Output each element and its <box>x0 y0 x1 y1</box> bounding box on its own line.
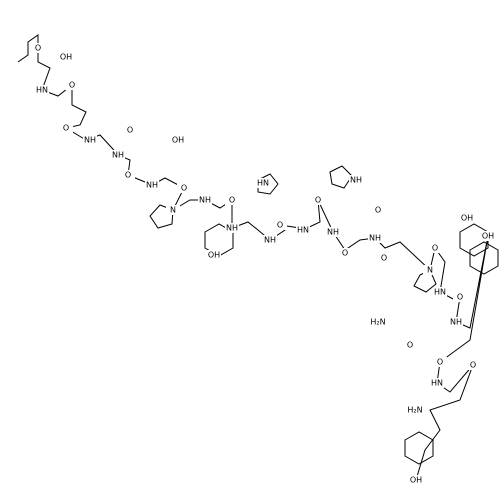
atom-label: NH <box>450 318 462 327</box>
atom-label: O <box>470 361 476 370</box>
atom-label: O <box>127 126 133 135</box>
atom-label: O <box>381 254 387 263</box>
atom-label: NH <box>146 181 158 190</box>
atom-label: N <box>170 206 176 215</box>
label-background <box>207 250 221 260</box>
phenyl-ring-4 <box>404 431 434 465</box>
label-background <box>177 183 191 193</box>
label-background <box>225 195 239 205</box>
label-background <box>403 340 417 350</box>
atom-label: NH <box>350 176 362 185</box>
atom-label: O <box>125 171 131 180</box>
label-background <box>428 243 442 253</box>
atom-label: NH <box>327 228 339 237</box>
label-background <box>433 287 447 297</box>
atom-label: O <box>63 124 69 133</box>
label-background <box>371 317 385 327</box>
phenyl-ring-3 <box>469 241 499 275</box>
atom-label: HN <box>257 179 269 188</box>
label-background <box>166 205 180 215</box>
atom-label: O <box>229 196 235 205</box>
label-background <box>311 195 325 205</box>
atom-label: O <box>407 341 413 350</box>
label-background <box>408 405 422 415</box>
label-background <box>59 123 73 133</box>
atom-label: NH <box>199 196 211 205</box>
phenyl-ring-1 <box>204 223 234 257</box>
atom-label: OH <box>60 53 72 62</box>
atom-label: OH <box>482 232 494 241</box>
label-background <box>430 378 444 388</box>
label-background <box>409 475 423 485</box>
atom-label: O <box>342 249 348 258</box>
atom-label: O <box>181 184 187 193</box>
label-background <box>349 175 363 185</box>
atom-label: OH <box>172 136 184 145</box>
atom-label: HN <box>434 288 446 297</box>
label-background <box>111 150 125 160</box>
label-background <box>466 360 480 370</box>
phenyl-ring-2 <box>459 223 489 257</box>
atom-label: HN <box>297 226 309 235</box>
label-background <box>377 253 391 263</box>
label-background <box>368 233 382 243</box>
label-background <box>460 213 474 223</box>
bonds <box>17 34 499 481</box>
label-background <box>338 248 352 258</box>
atom-label: HN <box>431 379 443 388</box>
label-background <box>123 125 137 135</box>
label-background <box>35 85 49 95</box>
atom-label: OH <box>461 214 473 223</box>
atom-label: H₂N <box>370 318 385 327</box>
label-background <box>433 357 447 367</box>
label-background <box>296 225 310 235</box>
atom-label: NH <box>369 234 381 243</box>
label-background <box>65 80 79 90</box>
atom-label: O <box>69 81 75 90</box>
label-background <box>171 135 185 145</box>
atom-label: HN <box>36 86 48 95</box>
atom-label: NH <box>112 151 124 160</box>
atom-label: O <box>457 293 463 302</box>
label-background <box>423 265 437 275</box>
atom-label: O <box>35 44 41 53</box>
imidazole-ring-1 <box>257 173 279 195</box>
label-background <box>371 205 385 215</box>
atom-label: NH <box>264 236 276 245</box>
atom-label: O <box>437 358 443 367</box>
label-background <box>31 43 45 53</box>
label-background <box>225 223 239 233</box>
label-background <box>121 170 135 180</box>
label-background <box>481 231 495 241</box>
atom-label: H₂N <box>407 406 422 415</box>
atom-label: OH <box>208 251 220 260</box>
atom-label: N <box>427 266 433 275</box>
label-background <box>453 292 467 302</box>
label-background <box>449 317 463 327</box>
label-background <box>198 195 212 205</box>
atom-label: O <box>432 244 438 253</box>
imidazole-ring-2 <box>329 165 353 189</box>
label-background <box>326 227 340 237</box>
label-background <box>145 180 159 190</box>
atom-label: O <box>277 221 283 230</box>
label-background <box>263 235 277 245</box>
label-background <box>273 220 287 230</box>
label-background <box>256 178 270 188</box>
label-background <box>83 135 97 145</box>
atom-label: O <box>315 196 321 205</box>
label-background <box>59 52 73 62</box>
atom-label: O <box>375 206 381 215</box>
atom-label: NH <box>226 224 238 233</box>
atom-label: OH <box>410 476 422 485</box>
atom-label: NH <box>84 136 96 145</box>
